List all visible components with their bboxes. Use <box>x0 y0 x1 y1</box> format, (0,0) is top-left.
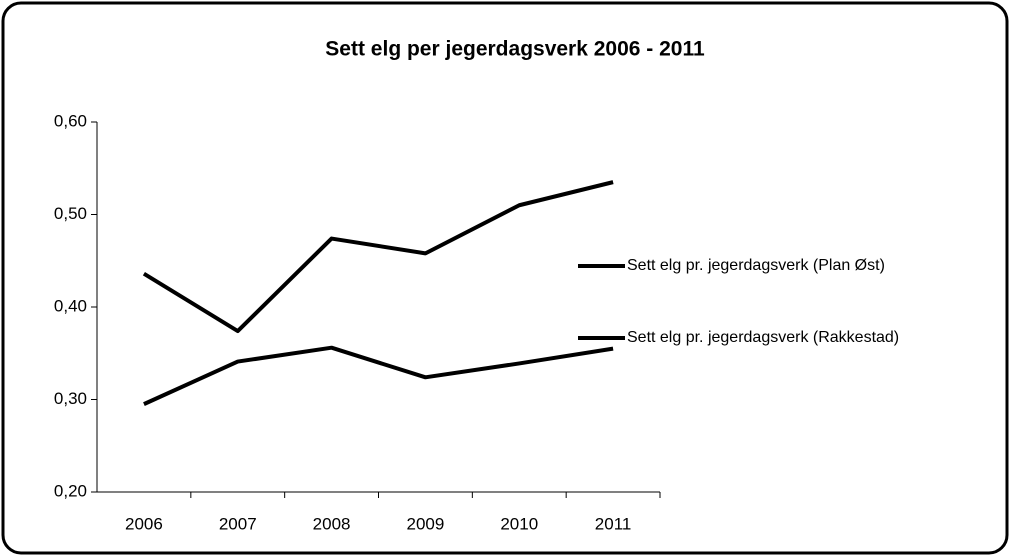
chart-title: Sett elg per jegerdagsverk 2006 - 2011 <box>325 38 705 61</box>
x-tick-label: 2009 <box>407 514 445 533</box>
legend-label: Sett elg pr. jegerdagsverk (Plan Øst) <box>627 257 885 274</box>
y-tick-label: 0,40 <box>54 296 87 315</box>
x-tick-label: 2006 <box>125 514 163 533</box>
x-tick-label: 2010 <box>500 514 538 533</box>
legend-label: Sett elg pr. jegerdagsverk (Rakkestad) <box>627 329 899 346</box>
y-tick-label: 0,20 <box>54 481 87 500</box>
x-tick-label: 2008 <box>313 514 351 533</box>
x-tick-label: 2007 <box>219 514 257 533</box>
y-tick-label: 0,30 <box>54 389 87 408</box>
x-tick-label: 2011 <box>595 514 632 533</box>
series-line <box>142 180 614 334</box>
y-tick-label: 0,60 <box>54 111 87 130</box>
series-line <box>143 345 614 406</box>
y-tick-label: 0,50 <box>54 204 87 223</box>
